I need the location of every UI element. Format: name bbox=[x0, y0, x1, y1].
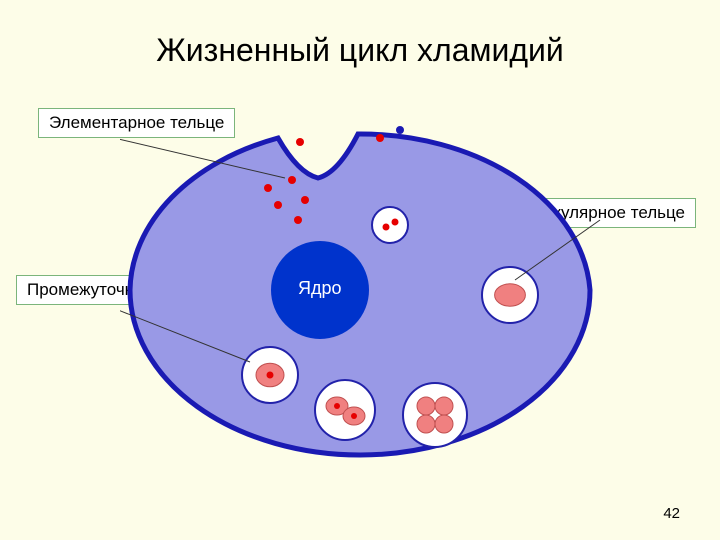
page-title: Жизненный цикл хламидий bbox=[0, 32, 720, 69]
nucleus-label: Ядро bbox=[298, 278, 342, 299]
page-number: 42 bbox=[663, 505, 680, 522]
cell-diagram bbox=[120, 100, 640, 500]
